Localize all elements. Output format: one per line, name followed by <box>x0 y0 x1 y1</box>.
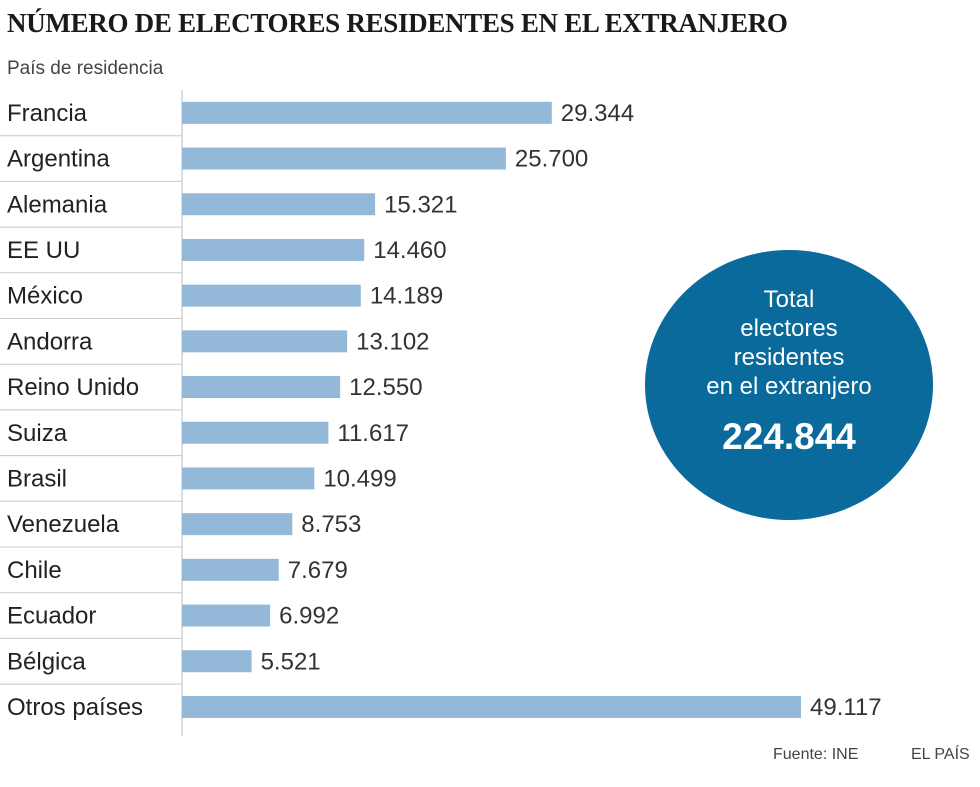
bar <box>182 650 252 673</box>
data-label: 6.992 <box>279 603 339 630</box>
bar <box>182 376 341 399</box>
category-label: Brasil <box>7 465 67 492</box>
total-circle: Total electores residentes en el extranj… <box>645 250 933 520</box>
bar <box>182 421 329 444</box>
bar <box>182 330 348 353</box>
bar <box>182 695 801 718</box>
category-label: México <box>7 283 83 310</box>
category-label: Alemania <box>7 191 108 218</box>
total-label-line: Total <box>763 286 815 313</box>
data-label: 5.521 <box>261 648 321 675</box>
category-label: Ecuador <box>7 603 96 630</box>
bar <box>182 467 315 490</box>
category-label: Chile <box>7 557 62 584</box>
data-label: 13.102 <box>356 328 429 355</box>
bar <box>182 284 361 307</box>
total-value: 224.844 <box>722 416 856 457</box>
total-label-line: residentes <box>733 344 845 371</box>
data-label: 7.679 <box>288 557 348 584</box>
data-label: 12.550 <box>349 374 422 401</box>
bar <box>182 193 376 216</box>
category-label: Otros países <box>7 694 143 721</box>
bar <box>182 238 365 261</box>
source-note: Fuente: INE <box>773 746 859 763</box>
bar <box>182 558 279 581</box>
category-label: Andorra <box>7 328 93 355</box>
data-label: 11.617 <box>337 420 409 447</box>
chart-title: NÚMERO DE ELECTORES RESIDENTES EN EL EXT… <box>7 8 788 38</box>
data-label: 25.700 <box>515 146 588 173</box>
brand-logo: EL PAÍS <box>911 746 970 763</box>
total-label-line: en el extranjero <box>706 373 872 400</box>
category-label: Francia <box>7 100 88 127</box>
category-label: EE UU <box>7 237 80 264</box>
bar <box>182 147 506 170</box>
bar <box>182 513 293 536</box>
category-label: Reino Unido <box>7 374 139 401</box>
data-label: 15.321 <box>384 191 457 218</box>
bar <box>182 101 552 124</box>
category-label: Suiza <box>7 420 68 447</box>
axis-label: País de residencia <box>7 58 164 79</box>
data-label: 10.499 <box>323 465 396 492</box>
bar <box>182 604 271 627</box>
category-label: Venezuela <box>7 511 120 538</box>
category-label: Bélgica <box>7 648 86 675</box>
category-label: Argentina <box>7 146 110 173</box>
data-label: 29.344 <box>561 100 634 127</box>
total-label: Total electores residentes en el extranj… <box>645 285 933 401</box>
data-label: 14.460 <box>373 237 446 264</box>
total-label-line: electores <box>740 315 838 342</box>
data-label: 14.189 <box>370 283 443 310</box>
data-label: 49.117 <box>810 694 882 721</box>
data-label: 8.753 <box>301 511 361 538</box>
